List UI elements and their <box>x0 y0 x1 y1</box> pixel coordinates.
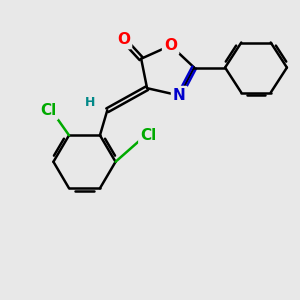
Text: H: H <box>85 96 95 110</box>
Text: Cl: Cl <box>40 103 56 118</box>
Text: Cl: Cl <box>140 128 157 143</box>
Text: O: O <box>117 32 130 47</box>
Text: O: O <box>164 38 177 53</box>
Text: N: N <box>173 88 186 103</box>
